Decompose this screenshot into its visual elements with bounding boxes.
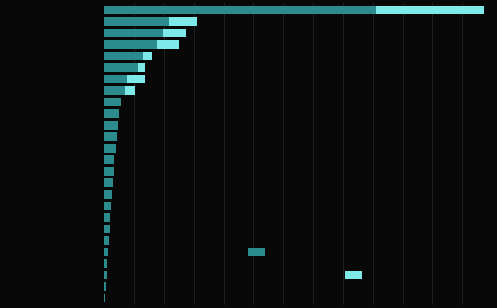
Bar	[104, 109, 119, 118]
Bar	[169, 17, 197, 26]
Bar	[104, 167, 113, 176]
Bar	[143, 52, 152, 60]
Bar	[104, 52, 143, 60]
Bar	[104, 17, 169, 26]
Bar	[104, 248, 108, 256]
Bar	[104, 259, 107, 268]
Bar	[104, 132, 117, 141]
Bar	[104, 225, 110, 233]
Bar	[104, 121, 118, 130]
Bar	[104, 98, 121, 107]
Bar	[104, 144, 116, 152]
Bar	[164, 29, 186, 37]
Bar	[104, 236, 109, 245]
Bar	[376, 6, 484, 14]
Bar	[104, 29, 164, 37]
Bar	[104, 294, 105, 302]
Bar	[104, 75, 127, 83]
Bar	[138, 63, 145, 72]
Bar	[104, 213, 110, 222]
Bar	[125, 86, 135, 95]
Bar	[248, 248, 265, 256]
Bar	[104, 63, 138, 72]
Bar	[104, 40, 157, 49]
Bar	[104, 86, 125, 95]
Bar	[104, 282, 106, 291]
Bar	[345, 271, 362, 279]
Bar	[104, 178, 113, 187]
Bar	[157, 40, 179, 49]
Bar	[104, 156, 114, 164]
Bar	[127, 75, 145, 83]
Bar	[104, 271, 106, 279]
Bar	[104, 190, 112, 199]
Bar	[104, 6, 376, 14]
Bar	[104, 201, 111, 210]
